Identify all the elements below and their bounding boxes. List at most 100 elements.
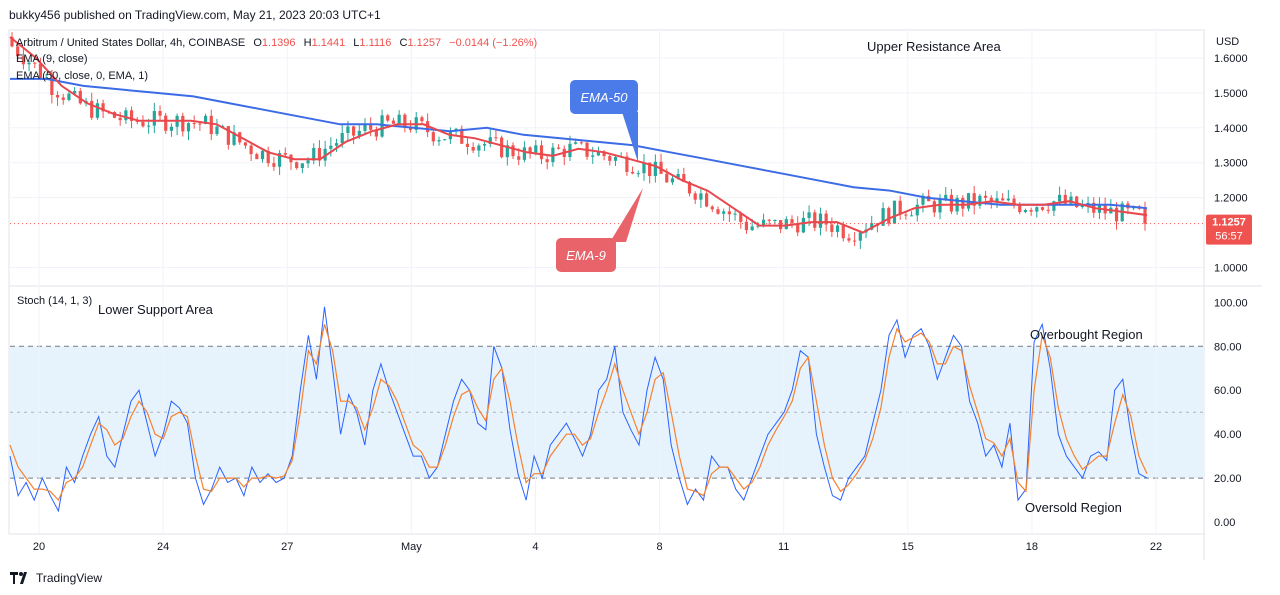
candle-body xyxy=(1063,194,1067,204)
candles xyxy=(10,32,1147,250)
price-tick-label: 1.6000 xyxy=(1214,53,1248,65)
candle-body xyxy=(682,174,686,182)
candle-body xyxy=(722,211,726,214)
candle-body xyxy=(1075,196,1079,208)
candle-body xyxy=(534,145,538,153)
time-tick-label: 15 xyxy=(902,541,914,553)
candle-body xyxy=(881,208,885,226)
candle-body xyxy=(556,147,561,149)
price-tick-label: 1.3000 xyxy=(1214,158,1248,170)
candle-body xyxy=(10,36,14,47)
candle-body xyxy=(73,90,77,94)
candle-body xyxy=(21,56,25,65)
candle-body xyxy=(1012,198,1016,206)
time-tick-label: May xyxy=(401,541,422,553)
candle-body xyxy=(186,123,191,132)
stoch-axis: 100.00 80.00 60.00 40.00 20.00 0.00 xyxy=(1214,297,1248,529)
ema9-legend: EMA (9, close) xyxy=(16,53,88,65)
candle-body xyxy=(727,211,731,215)
candle-body xyxy=(665,173,669,183)
tradingview-logo[interactable]: TradingView xyxy=(10,571,102,585)
candle-body xyxy=(830,224,834,232)
candle-body xyxy=(500,137,504,158)
candle-body xyxy=(670,178,675,183)
footer-bar: TradingView xyxy=(0,565,1280,595)
candle-body xyxy=(972,193,976,206)
candle-body xyxy=(983,195,988,198)
candle-body xyxy=(209,115,213,135)
candle-body xyxy=(921,195,925,205)
candle-body xyxy=(693,193,697,200)
candle-body xyxy=(841,225,845,239)
candle-body xyxy=(494,137,498,139)
candle-body xyxy=(892,200,897,224)
candle-body xyxy=(255,154,259,160)
candle-body xyxy=(949,194,954,212)
candle-body xyxy=(340,132,344,144)
stoch-d-line xyxy=(9,324,1148,502)
time-tick-label: 20 xyxy=(33,541,45,553)
price-axis: 1.6000 1.5000 1.4000 1.3000 1.2000 1.0000 xyxy=(1214,53,1248,275)
candle-body xyxy=(1006,198,1010,201)
candle-body xyxy=(164,115,168,131)
candle-body xyxy=(807,212,811,218)
candle-body xyxy=(1023,210,1028,213)
candle-body xyxy=(773,219,777,221)
candle-body xyxy=(642,162,646,174)
candle-body xyxy=(596,151,601,156)
candle-body xyxy=(135,120,139,122)
candle-body xyxy=(796,223,800,233)
candle-body xyxy=(591,155,595,157)
candle-body xyxy=(158,111,162,116)
candle-body xyxy=(915,204,919,216)
stoch-tick-label: 100.00 xyxy=(1214,297,1248,309)
time-tick-label: 11 xyxy=(778,541,789,553)
candle-body xyxy=(482,143,487,146)
candle-body xyxy=(198,123,202,125)
candle-body xyxy=(215,126,219,135)
change-value: −0.0144 (−1.26%) xyxy=(449,37,537,49)
stoch-tick-label: 40.00 xyxy=(1214,429,1242,441)
candle-body xyxy=(938,199,942,213)
candle-body xyxy=(750,226,754,231)
candle-body xyxy=(471,146,475,151)
candle-body xyxy=(574,142,578,144)
candle-body xyxy=(147,125,151,127)
price-tick-label: 1.5000 xyxy=(1214,88,1248,100)
last-price-value: 1.1257 xyxy=(1212,217,1246,229)
candle-body xyxy=(27,62,31,65)
candle-body xyxy=(699,193,703,200)
candle-body xyxy=(181,115,185,132)
candle-body xyxy=(505,145,509,158)
candle-body xyxy=(124,110,128,121)
close-label: C xyxy=(399,37,407,49)
low-value: 1.1116 xyxy=(359,37,391,49)
ema50-legend: EMA (50, close, 0, EMA, 1) xyxy=(16,70,148,82)
ema9-line xyxy=(9,36,1148,234)
candle-body xyxy=(602,151,606,157)
candle-body xyxy=(380,115,384,137)
candle-body xyxy=(272,163,276,167)
upper-resistance-label: Upper Resistance Area xyxy=(867,39,1001,54)
open-value: 1.1396 xyxy=(262,37,296,49)
brand-name: TradingView xyxy=(36,571,103,585)
candle-body xyxy=(511,145,515,157)
candle-body xyxy=(944,194,948,200)
time-tick-label: 8 xyxy=(656,541,662,553)
low-label: L xyxy=(353,37,359,49)
candle-body xyxy=(67,93,71,100)
candle-body xyxy=(653,161,657,177)
candle-body xyxy=(1052,201,1056,211)
candle-body xyxy=(676,174,680,179)
chart-canvas[interactable]: Arbitrum / United States Dollar, 4h, COI… xyxy=(0,0,1280,565)
bar-countdown: 56:57 xyxy=(1215,231,1243,243)
candle-body xyxy=(705,193,709,207)
candle-body xyxy=(431,132,435,142)
candle-body xyxy=(169,126,174,131)
candle-body xyxy=(858,232,862,241)
ema50-line xyxy=(10,77,1148,210)
candle-body xyxy=(397,114,401,124)
candle-body xyxy=(283,153,287,155)
oversold-label: Oversold Region xyxy=(1025,500,1122,515)
candle-body xyxy=(403,114,407,127)
